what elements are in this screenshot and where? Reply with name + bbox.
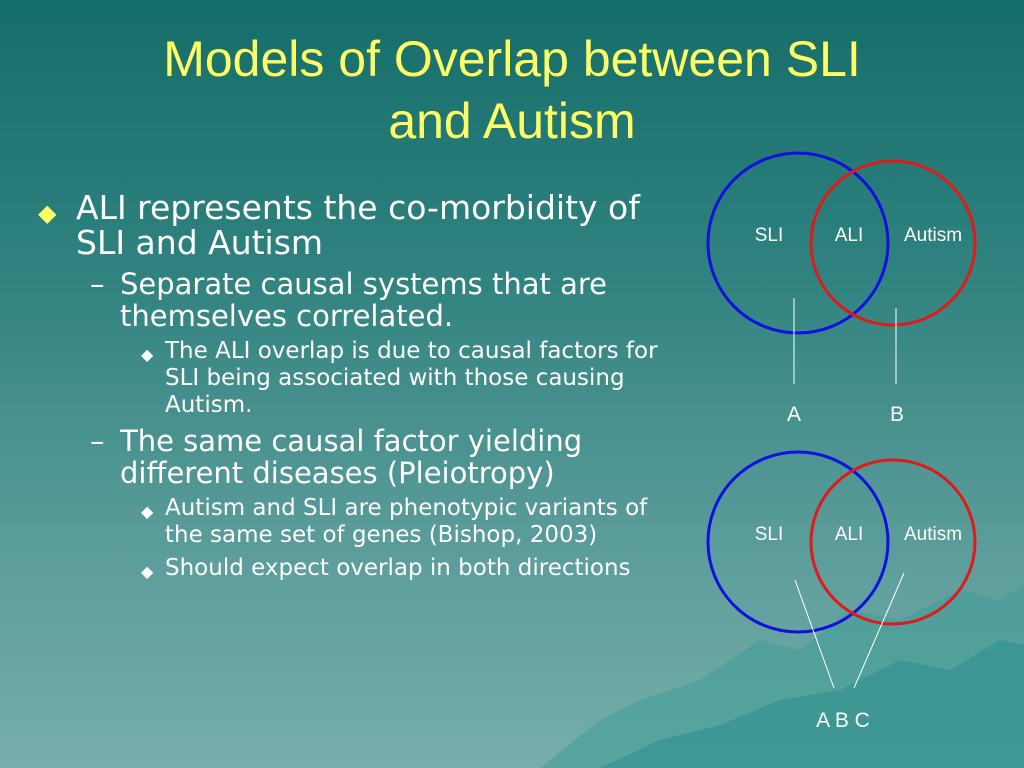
sub-bullet-text: Separate causal systems that are themsel…: [120, 267, 607, 333]
small-diamond-icon: ◆: [141, 562, 154, 581]
detail-bullet-item: ◆ Should expect overlap in both directio…: [38, 555, 678, 582]
dash-marker: –: [90, 267, 105, 301]
sub-bullet-text: The same causal factor yielding differen…: [120, 424, 583, 490]
bullet-item: ◆ ALI represents the co-morbidity of SLI…: [38, 190, 678, 260]
label-b: B: [890, 403, 904, 426]
dash-marker: –: [90, 424, 105, 458]
detail-bullet-text: Should expect overlap in both directions: [165, 555, 631, 581]
venn-diagram-pleiotropy: SLI ALI Autism A B C: [706, 450, 977, 732]
detail-bullet-item: ◆ Autism and SLI are phenotypic variants…: [38, 495, 678, 549]
small-diamond-icon: ◆: [141, 502, 154, 521]
diamond-icon: ◆: [38, 199, 57, 227]
ali-label: ALI: [835, 524, 864, 545]
sli-label: SLI: [755, 524, 784, 545]
detail-bullet-text: Autism and SLI are phenotypic variants o…: [165, 495, 648, 548]
detail-bullet-text: The ALI overlap is due to causal factors…: [165, 338, 658, 418]
sli-circle: [706, 450, 890, 634]
autism-circle: [809, 159, 977, 327]
bullet-list: ◆ ALI represents the co-morbidity of SLI…: [38, 190, 678, 588]
sli-label: SLI: [755, 225, 784, 246]
bullet-text: ALI represents the co-morbidity of SLI a…: [76, 188, 640, 262]
label-a: A: [787, 403, 801, 426]
sub-bullet-item: – The same causal factor yielding differ…: [38, 425, 678, 489]
pointer-line-left: [794, 579, 835, 689]
autism-circle: [809, 458, 977, 626]
title-line-2: and Autism: [388, 93, 636, 149]
venn-diagram-correlated: SLI ALI Autism A B: [706, 151, 977, 426]
pointer-line-right: [853, 572, 905, 689]
slide-title: Models of Overlap between SLI and Autism: [40, 28, 984, 152]
ali-label: ALI: [835, 225, 864, 246]
detail-bullet-item: ◆ The ALI overlap is due to causal facto…: [38, 338, 678, 419]
autism-label: Autism: [904, 524, 962, 545]
label-abc: A B C: [816, 709, 870, 732]
autism-label: Autism: [904, 225, 962, 246]
sub-bullet-item: – Separate causal systems that are thems…: [38, 268, 678, 332]
sli-circle: [706, 151, 890, 335]
small-diamond-icon: ◆: [141, 345, 154, 364]
title-line-1: Models of Overlap between SLI: [163, 31, 861, 87]
